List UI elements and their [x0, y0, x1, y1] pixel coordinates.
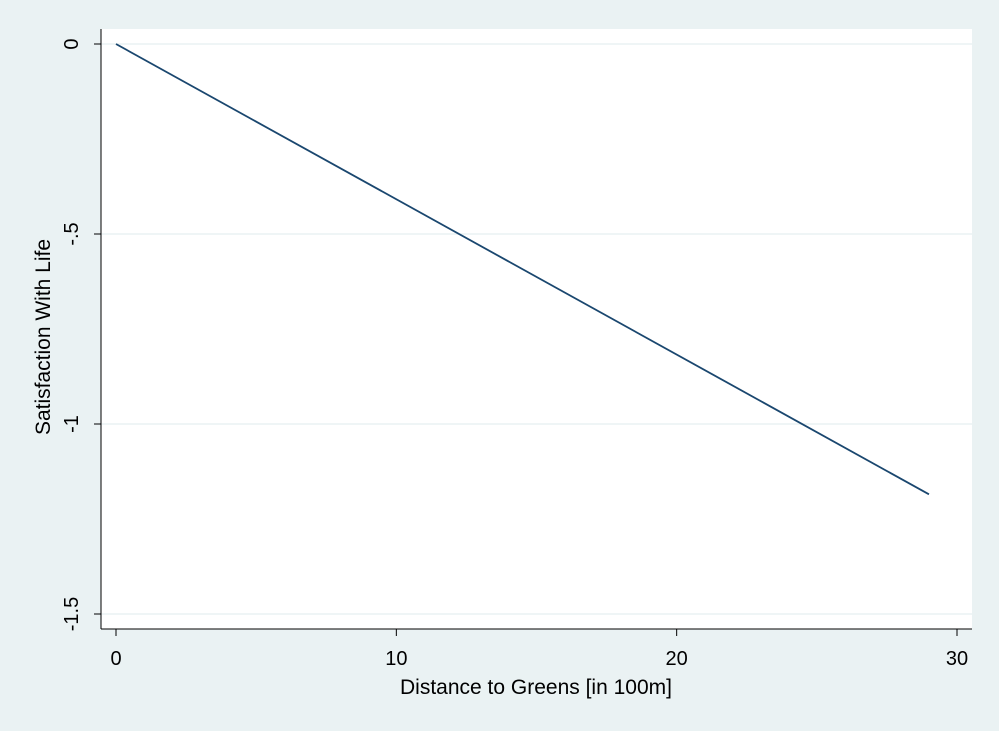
plot-area — [101, 29, 972, 629]
y-axis-label: Satisfaction With Life — [32, 239, 55, 435]
x-tick-label: 10 — [385, 648, 407, 670]
y-tick-label: -1.5 — [61, 597, 83, 631]
y-tick-label: -.5 — [61, 222, 83, 245]
series-group — [115, 43, 930, 496]
y-tick-label: 0 — [61, 38, 83, 49]
x-tick-label: 0 — [110, 648, 121, 670]
gridlines — [101, 43, 972, 615]
y-tick-label: -1 — [61, 415, 83, 433]
x-tick-label: 20 — [666, 648, 688, 670]
y-axis-ticks: 0 -.5 -1 -1.5 — [61, 38, 101, 631]
x-tick-label: 30 — [946, 648, 968, 670]
x-axis-label: Distance to Greens [in 100m] — [400, 676, 672, 699]
series-line — [115, 43, 930, 496]
x-axis-ticks: 0 10 20 30 — [110, 629, 968, 670]
